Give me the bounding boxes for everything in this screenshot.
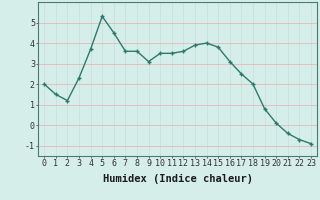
X-axis label: Humidex (Indice chaleur): Humidex (Indice chaleur) <box>103 174 252 184</box>
